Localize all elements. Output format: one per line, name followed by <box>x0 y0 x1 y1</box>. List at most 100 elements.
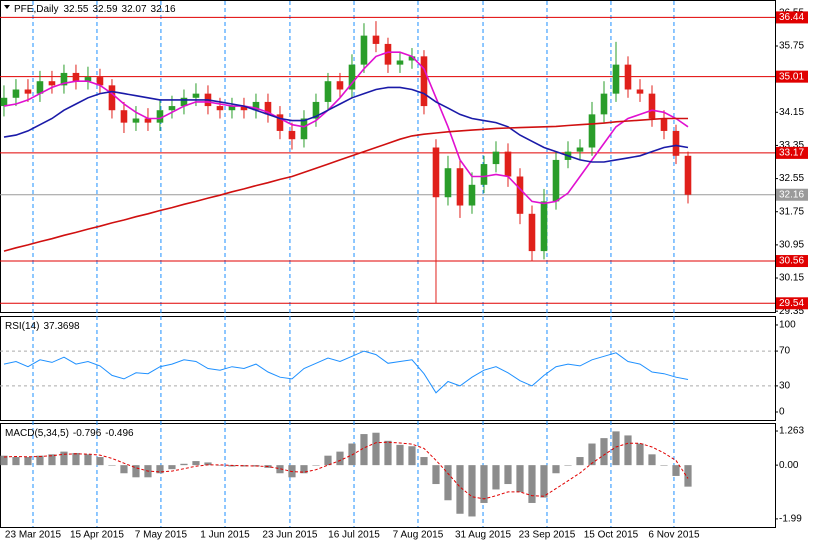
rsi-last: 37.3698 <box>43 321 80 332</box>
macd-bar <box>528 465 536 503</box>
candle-body <box>216 106 224 111</box>
candle-body <box>408 56 416 61</box>
macd-bar <box>0 455 8 466</box>
macd-bar <box>84 454 92 466</box>
candle-body <box>636 89 644 94</box>
y-tick-label: -1.99 <box>779 514 802 525</box>
macd-bar <box>636 443 644 466</box>
candle-body <box>132 118 140 123</box>
level-box <box>776 70 808 83</box>
candle-body <box>156 110 164 123</box>
current-price-label: 32.16 <box>779 189 804 200</box>
candle-body <box>180 97 188 107</box>
macd-bar <box>132 465 140 478</box>
candle-body <box>456 168 464 206</box>
candle-body <box>228 106 236 111</box>
macd-bar <box>444 465 452 501</box>
macd-bar <box>468 465 476 517</box>
candle-body <box>84 77 92 82</box>
macd-bar <box>168 465 176 470</box>
header-low: 32.07 <box>122 4 147 15</box>
x-tick-label: 15 Apr 2015 <box>70 530 124 541</box>
candle-body <box>252 101 260 111</box>
macd-title: MACD(5,34,5) <box>5 428 69 439</box>
candle-body <box>612 64 620 94</box>
macd-bar <box>12 457 20 466</box>
candle-body <box>264 101 272 115</box>
macd-bar <box>24 457 32 466</box>
y-tick-label: 31.75 <box>779 206 804 217</box>
candle-body <box>588 114 596 148</box>
macd-bar <box>216 465 224 466</box>
macd-bar <box>612 431 620 466</box>
macd-bar <box>312 465 320 466</box>
macd-bar <box>588 443 596 466</box>
candle-body <box>648 93 656 119</box>
macd-signal-last: -0.496 <box>105 428 134 439</box>
macd-bar <box>180 463 188 466</box>
x-tick-label: 7 May 2015 <box>135 530 188 541</box>
candle-body <box>432 147 440 198</box>
macd-bar <box>576 457 584 466</box>
macd-pane <box>0 423 776 528</box>
y-tick-label: 33.35 <box>779 140 804 151</box>
macd-bar <box>204 462 212 466</box>
current-price-box <box>776 188 808 201</box>
rsi-header: RSI(14) 37.3698 <box>5 321 80 332</box>
macd-bar <box>660 465 668 466</box>
x-tick-label: 23 Sep 2015 <box>519 530 576 541</box>
macd-bar <box>396 444 404 466</box>
candle-body <box>24 89 32 94</box>
candle-body <box>348 64 356 90</box>
macd-bar <box>684 465 692 487</box>
level-label: 36.44 <box>779 12 804 23</box>
candle-body <box>336 81 344 90</box>
x-tick-label: 1 Jun 2015 <box>200 530 250 541</box>
candle-body <box>624 64 632 90</box>
candle-body <box>552 159 560 202</box>
level-box <box>776 11 808 24</box>
macd-last: -0.796 <box>73 428 102 439</box>
candle-body <box>48 81 56 86</box>
labels-layer: 23 Mar 2015 15 Apr 2015 7 May 2015 1 Jun 20… <box>5 7 808 541</box>
macd-bar <box>564 465 572 466</box>
candle-body <box>120 110 128 123</box>
candle-body <box>36 81 44 94</box>
candle-body <box>360 35 368 65</box>
candle-body <box>396 60 404 65</box>
macd-bar <box>72 452 80 466</box>
y-tick-label: 0 <box>779 407 785 418</box>
header-close: 32.16 <box>151 4 176 15</box>
candle-body <box>144 118 152 123</box>
candle-body <box>540 201 548 252</box>
macd-bar <box>672 465 680 476</box>
level-box <box>776 297 808 310</box>
candle-body <box>384 43 392 65</box>
candle-body <box>288 130 296 140</box>
rsi-line <box>3 350 689 394</box>
macd-bar <box>420 457 428 466</box>
y-tick-label: 1.263 <box>779 426 804 437</box>
y-tick-label: 35.75 <box>779 41 804 52</box>
y-tick-label: 29.35 <box>779 306 804 317</box>
macd-bar <box>192 461 200 466</box>
level-label: 30.56 <box>779 256 804 267</box>
macd-bar <box>96 457 104 466</box>
macd-bar <box>156 465 164 474</box>
candle-body <box>672 130 680 156</box>
macd-bar <box>60 451 68 466</box>
rsi-pane <box>0 316 776 421</box>
x-tick-label: 7 Aug 2015 <box>393 530 444 541</box>
marks-layer <box>0 21 692 517</box>
moving-average <box>3 86 689 163</box>
level-box <box>776 255 808 268</box>
macd-bar <box>336 451 344 466</box>
symbol-title: PFE,Daily <box>14 4 58 15</box>
macd-bar <box>432 465 440 485</box>
candle-body <box>516 176 524 214</box>
candle-body <box>468 184 476 206</box>
candle-body <box>684 155 692 195</box>
level-label: 29.54 <box>779 298 804 309</box>
